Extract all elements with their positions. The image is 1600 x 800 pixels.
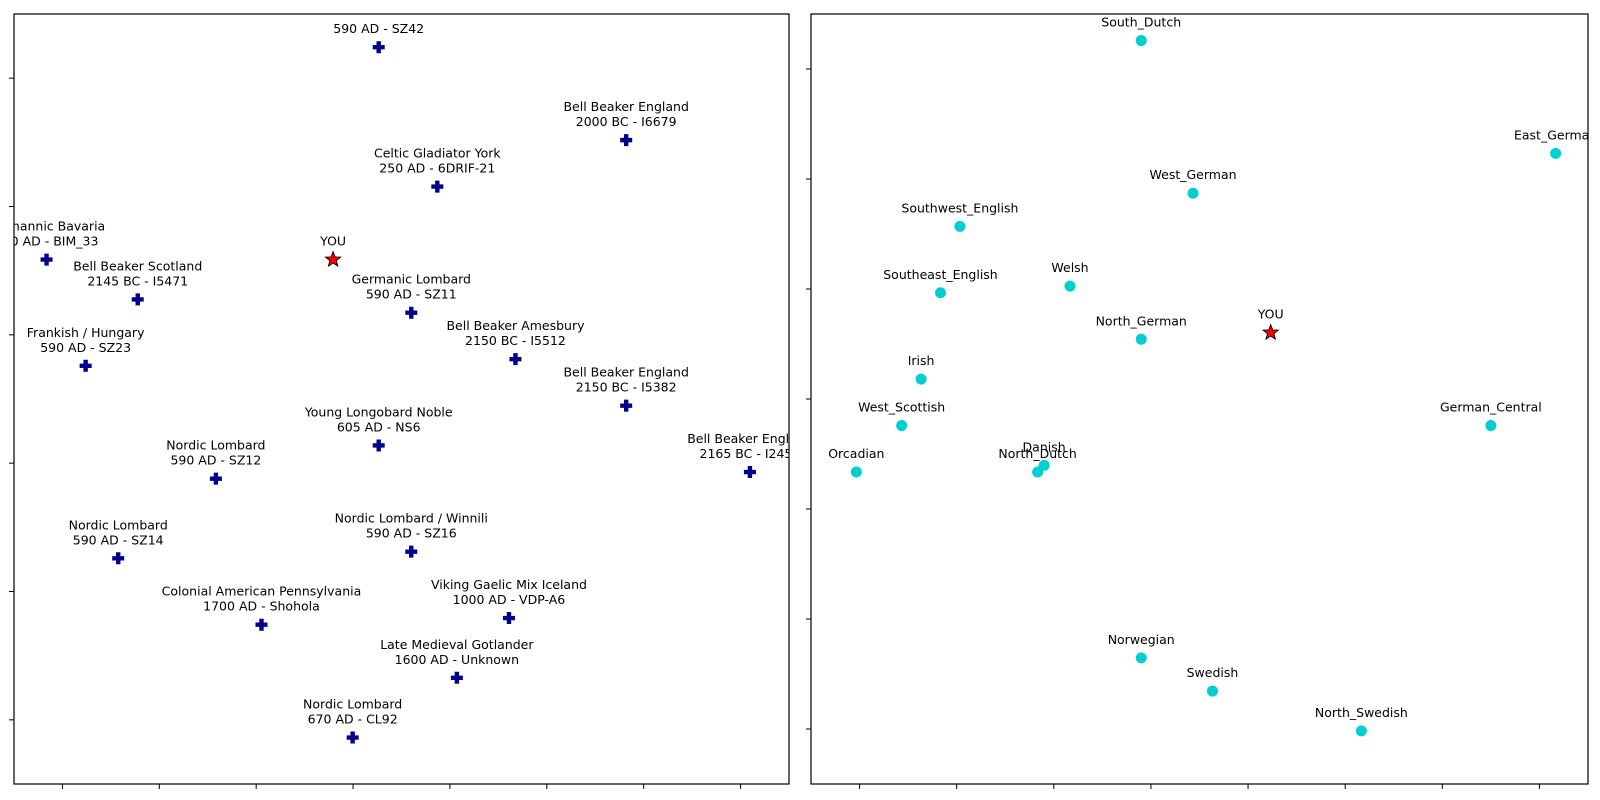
sample-marker [405, 306, 418, 319]
you-marker [324, 250, 342, 268]
point-label: Frankish / Hungary [27, 325, 145, 340]
point-label: North_Dutch [998, 446, 1076, 461]
point-label: Southwest_English [901, 200, 1018, 215]
population-marker [1064, 280, 1076, 292]
point-label: German_Central [1440, 400, 1542, 415]
sample-marker [620, 134, 633, 147]
sample-marker [502, 612, 515, 625]
sample-marker [620, 399, 633, 412]
population-marker [1135, 333, 1147, 345]
point-label: YOU [1257, 307, 1284, 322]
point-label: North_Swedish [1315, 705, 1408, 720]
point-label: Bell Beaker England [563, 99, 688, 114]
point-label: Danish [1023, 439, 1066, 454]
point-label: Viking Gaelic Mix Iceland [431, 577, 587, 592]
point-label: 590 AD - SZ16 [366, 526, 457, 541]
sample-marker [372, 41, 385, 54]
population-marker [1355, 725, 1367, 737]
sample-marker [431, 180, 444, 193]
point-label: Late Medieval Gotlander [380, 637, 534, 652]
point-label: East_German [1514, 127, 1597, 142]
point-label: North_German [1096, 313, 1187, 328]
point-label: YOU [319, 234, 346, 249]
you-marker [1261, 323, 1280, 341]
point-label: 590 AD - SZ23 [40, 340, 131, 355]
right-plot-area: South_Dutch East_German West_German Southwe… [828, 15, 1597, 737]
point-label: Bell Beaker England [687, 431, 812, 446]
population-marker [1135, 35, 1147, 47]
point-label: 590 AD - SZ12 [170, 453, 261, 468]
point-label: South_Dutch [1101, 15, 1181, 30]
sample-marker [450, 671, 463, 684]
sample-marker [372, 439, 385, 452]
sample-marker [112, 552, 125, 565]
point-label: 605 AD - NS6 [337, 419, 421, 434]
point-label: 2165 BC - I2457 [700, 446, 801, 461]
point-label: 1000 AD - VDP-A6 [453, 592, 566, 607]
point-label: Colonial American Pennsylvania [162, 584, 362, 599]
point-label: West_Scottish [858, 400, 945, 415]
right-panel: South_Dutch East_German West_German Southwe… [806, 13, 1597, 789]
point-label: West_German [1150, 167, 1237, 182]
point-label: Welsh [1051, 260, 1088, 275]
point-label: 590 AD - SZ42 [333, 21, 424, 36]
point-label: 2000 BC - I6679 [576, 114, 677, 129]
point-label: 250 AD - 6DRIF-21 [379, 161, 495, 176]
point-label: 2150 BC - I5382 [576, 380, 677, 395]
sample-marker [509, 353, 522, 366]
sample-marker [79, 359, 92, 372]
point-label: Celtic Gladiator York [374, 146, 501, 161]
point-label: Germanic Lombard [352, 272, 471, 287]
point-label: Norwegian [1108, 632, 1175, 647]
point-label: Bell Beaker Amesbury [446, 318, 585, 333]
point-label: Alamannic Bavaria [0, 219, 105, 234]
point-label: 670 AD - CL92 [308, 712, 398, 727]
sample-marker [743, 466, 756, 479]
point-label: Nordic Lombard / Winnili [335, 511, 488, 526]
point-label: 2145 BC - I5471 [87, 273, 188, 288]
population-marker [1032, 466, 1044, 478]
population-marker [1485, 420, 1497, 432]
point-label: 590 AD - SZ11 [366, 287, 457, 302]
point-label: Nordic Lombard [303, 697, 402, 712]
population-marker [935, 287, 946, 299]
point-label: Southeast_English [883, 267, 997, 282]
sample-marker [346, 731, 359, 744]
point-label: 590 AD - SZ14 [73, 532, 164, 547]
left-axis-ticks [9, 77, 742, 789]
population-marker [850, 466, 862, 478]
point-label: Swedish [1187, 665, 1239, 680]
sample-marker [405, 545, 418, 558]
point-label: Orcadian [828, 446, 884, 461]
population-marker [1550, 147, 1562, 159]
population-marker [1206, 685, 1218, 697]
point-label: Bell Beaker Scotland [73, 258, 202, 273]
sample-marker [255, 618, 268, 631]
point-label: Irish [908, 353, 935, 368]
sample-marker [209, 472, 222, 485]
point-label: Nordic Lombard [69, 517, 168, 532]
population-marker [896, 420, 908, 432]
point-label: 1600 AD - Unknown [395, 652, 519, 667]
left-plot-frame [13, 13, 790, 785]
sample-marker [131, 293, 144, 306]
sample-marker [40, 253, 53, 266]
point-label: Bell Beaker England [563, 365, 688, 380]
point-label: 1700 AD - Shohola [203, 599, 320, 614]
population-marker [1187, 187, 1199, 199]
population-marker [1135, 652, 1147, 664]
right-axis-ticks [806, 68, 1540, 789]
point-label: Young Longobard Noble [304, 404, 453, 419]
point-label: 400 AD - BIM_33 [0, 234, 98, 249]
population-marker [954, 220, 966, 232]
point-label: Nordic Lombard [166, 438, 265, 453]
population-marker [915, 373, 927, 385]
point-label: 2150 BC - I5512 [465, 333, 566, 348]
